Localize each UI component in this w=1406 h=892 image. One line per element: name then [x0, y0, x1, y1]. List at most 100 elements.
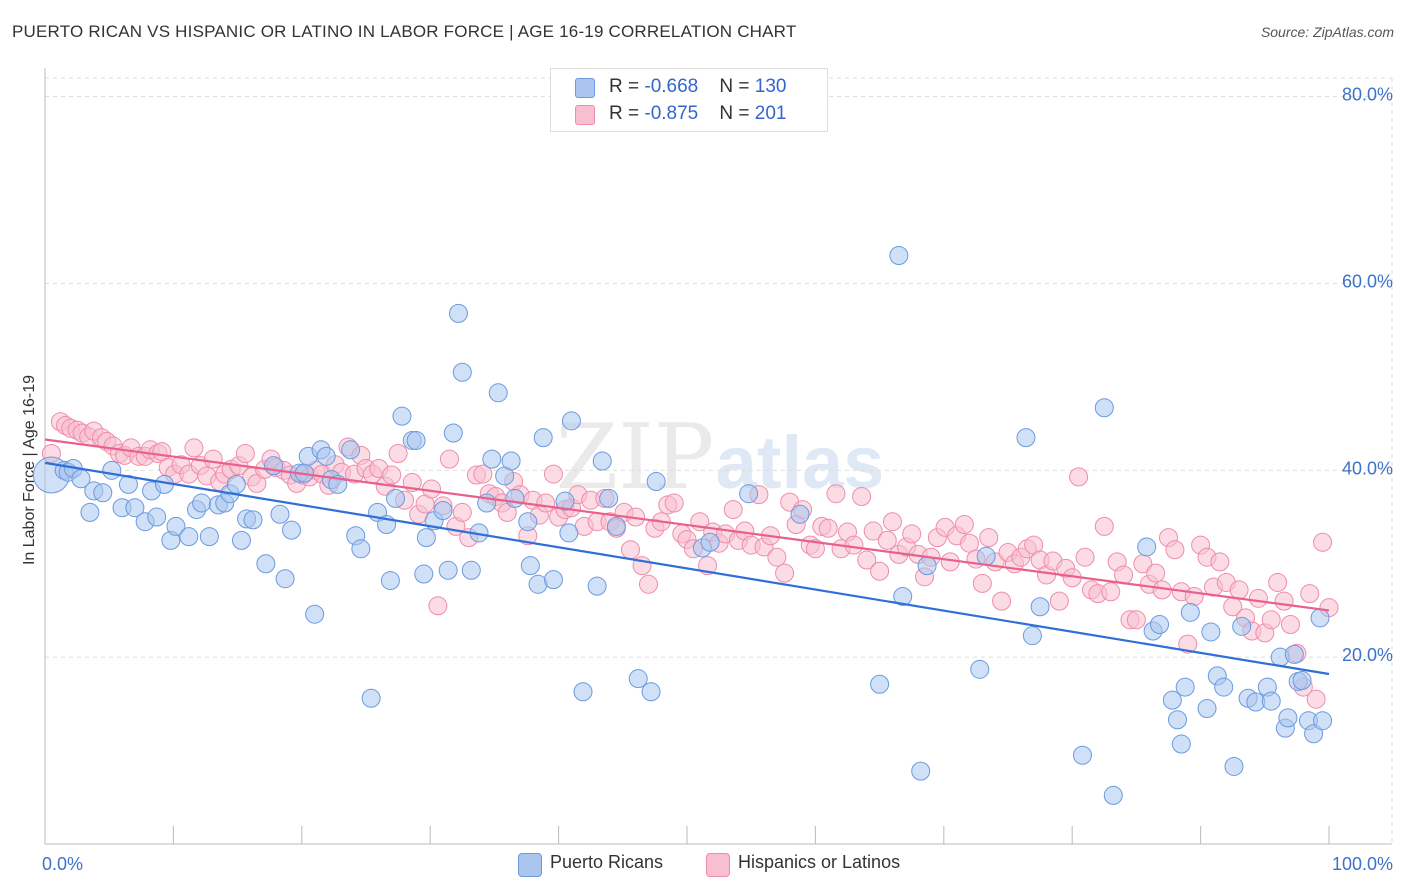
data-point-puerto-ricans: [433, 501, 453, 521]
data-point-puerto-ricans: [1214, 677, 1234, 697]
data-point-puerto-ricans: [488, 383, 508, 403]
data-point-hispanics: [1280, 614, 1300, 634]
data-point-puerto-ricans: [438, 560, 458, 580]
data-point-hispanics: [818, 518, 838, 538]
data-point-puerto-ricans: [1278, 708, 1298, 728]
data-point-puerto-ricans: [386, 488, 406, 508]
legend-n-value: 201: [754, 103, 787, 124]
data-point-hispanics: [870, 561, 890, 581]
data-point-puerto-ricans: [533, 428, 553, 448]
legend-swatch-blue: [575, 78, 595, 98]
data-point-puerto-ricans: [1201, 622, 1221, 642]
data-point-puerto-ricans: [93, 483, 113, 503]
data-point-puerto-ricans: [1310, 608, 1330, 628]
data-point-puerto-ricans: [700, 532, 720, 552]
data-point-puerto-ricans: [275, 569, 295, 589]
data-point-hispanics: [1210, 552, 1230, 572]
data-point-puerto-ricans: [599, 488, 619, 508]
data-point-puerto-ricans: [118, 474, 138, 494]
legend-label: Hispanics or Latinos: [738, 852, 901, 872]
legend-swatch-pink: [706, 853, 730, 877]
data-point-hispanics: [1049, 591, 1069, 611]
y-tick-label: 60.0%: [1342, 272, 1393, 292]
data-point-puerto-ricans: [970, 659, 990, 679]
data-point-puerto-ricans: [448, 303, 468, 323]
data-point-hispanics: [1126, 610, 1146, 630]
data-point-puerto-ricans: [911, 761, 931, 781]
data-point-hispanics: [428, 596, 448, 616]
legend-n-label: N =: [719, 76, 755, 97]
legend-label: Puerto Ricans: [550, 852, 664, 872]
data-point-hispanics: [1165, 540, 1185, 560]
data-point-puerto-ricans: [1103, 785, 1123, 805]
data-point-puerto-ricans: [166, 516, 186, 536]
data-point-hispanics: [805, 539, 825, 559]
data-point-hispanics: [1094, 516, 1114, 536]
legend-r-value: -0.668: [644, 76, 699, 97]
data-point-puerto-ricans: [1180, 602, 1200, 622]
data-point-hispanics: [621, 540, 641, 560]
data-point-puerto-ricans: [628, 669, 648, 689]
data-point-hispanics: [1261, 610, 1281, 630]
legend-r-value: -0.875: [644, 103, 699, 124]
data-point-puerto-ricans: [561, 411, 581, 431]
data-point-puerto-ricans: [889, 245, 909, 265]
data-point-hispanics: [1300, 584, 1320, 604]
legend-swatch-pink: [575, 105, 595, 125]
data-point-puerto-ricans: [917, 556, 937, 576]
data-point-puerto-ricans: [380, 571, 400, 591]
data-point-puerto-ricans: [226, 474, 246, 494]
data-point-hispanics: [723, 500, 743, 520]
data-point-hispanics: [452, 502, 472, 522]
data-point-puerto-ricans: [1094, 398, 1114, 418]
y-tick-label: 20.0%: [1342, 645, 1393, 665]
data-point-puerto-ricans: [147, 507, 167, 527]
data-point-hispanics: [852, 486, 872, 506]
data-point-hispanics: [826, 484, 846, 504]
data-point-hispanics: [1146, 563, 1166, 583]
data-point-hispanics: [902, 524, 922, 544]
data-point-puerto-ricans: [270, 504, 290, 524]
data-point-puerto-ricans: [1167, 710, 1187, 730]
data-point-hispanics: [152, 442, 172, 462]
data-point-puerto-ricans: [351, 539, 371, 559]
trend-line-puerto-ricans: [44, 461, 1330, 676]
data-point-hispanics: [388, 444, 408, 464]
data-point-puerto-ricans: [1232, 616, 1252, 636]
data-point-puerto-ricans: [416, 528, 436, 548]
data-point-puerto-ricans: [392, 406, 412, 426]
data-point-puerto-ricans: [543, 570, 563, 590]
data-point-hispanics: [235, 444, 255, 464]
data-point-hispanics: [1075, 547, 1095, 567]
data-point-hispanics: [1313, 532, 1333, 552]
data-point-puerto-ricans: [1175, 677, 1195, 697]
data-point-hispanics: [536, 493, 556, 513]
data-point-puerto-ricans: [452, 362, 472, 382]
data-point-puerto-ricans: [179, 527, 199, 547]
legend-n-value: 130: [754, 76, 787, 97]
data-point-puerto-ricans: [1171, 734, 1191, 754]
data-point-puerto-ricans: [1224, 756, 1244, 776]
data-point-hispanics: [1306, 689, 1326, 709]
data-point-hispanics: [959, 533, 979, 553]
data-point-hispanics: [1268, 572, 1288, 592]
data-point-puerto-ricans: [641, 682, 661, 702]
data-point-hispanics: [203, 449, 223, 469]
data-point-puerto-ricans: [305, 604, 325, 624]
data-point-hispanics: [1178, 634, 1198, 654]
legend-r-label: R =: [609, 103, 645, 124]
data-point-hispanics: [1274, 591, 1294, 611]
data-point-puerto-ricans: [482, 449, 502, 469]
data-point-puerto-ricans: [264, 456, 284, 476]
chart-title: PUERTO RICAN VS HISPANIC OR LATINO IN LA…: [12, 22, 797, 41]
data-point-puerto-ricans: [361, 688, 381, 708]
data-point-puerto-ricans: [646, 472, 666, 492]
data-point-hispanics: [992, 591, 1012, 611]
data-point-hispanics: [473, 464, 493, 484]
data-point-puerto-ricans: [199, 527, 219, 547]
data-point-puerto-ricans: [243, 510, 263, 530]
data-point-puerto-ricans: [1150, 614, 1170, 634]
data-point-hispanics: [1101, 582, 1121, 602]
data-point-puerto-ricans: [316, 446, 336, 466]
